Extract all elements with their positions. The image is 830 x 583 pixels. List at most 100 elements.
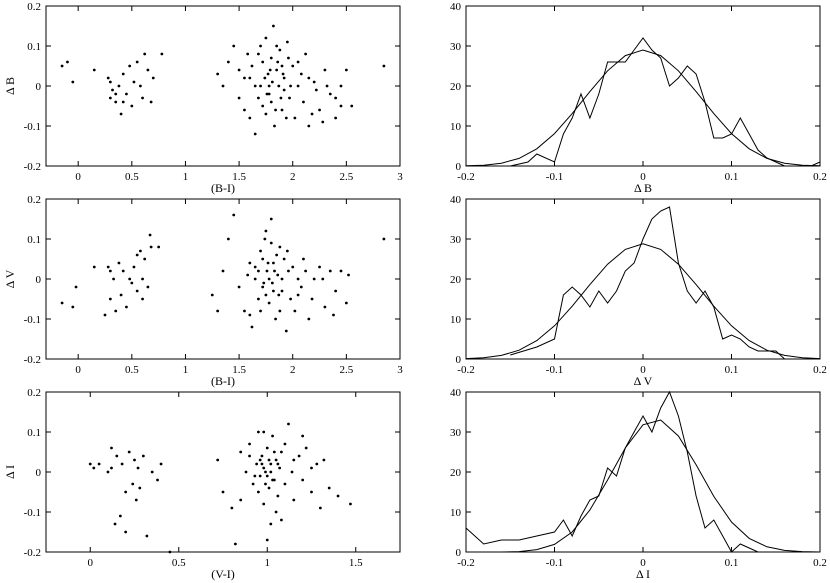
hist-dI-xtick-label-3: 0.1 — [725, 557, 739, 569]
scatter-dV-point-88 — [262, 281, 266, 285]
scatter-dB-point-94 — [243, 108, 246, 112]
scatter-dB-point-17 — [141, 96, 144, 100]
scatter-dB-point-74 — [282, 88, 286, 92]
scatter-dB-xtick-label-4: 2 — [290, 171, 296, 183]
scatter-dI-point-6 — [115, 454, 119, 458]
scatter-dV-point-86 — [332, 313, 335, 317]
scatter-dI-point-18 — [150, 470, 154, 474]
scatter-dB-point-3 — [92, 68, 96, 72]
hist-dI-xtick-label-0: -0.2 — [457, 557, 474, 569]
scatter-dI-point-62 — [265, 474, 269, 478]
scatter-dB-point-2 — [71, 80, 75, 84]
scatter-dB-point-87 — [248, 76, 252, 80]
scatter-dI-point-64 — [260, 462, 264, 466]
scatter-dB-point-85 — [253, 84, 257, 88]
hist-dI-series-0 — [465, 390, 767, 553]
scatter-dV-ytick-label-1: 0.1 — [27, 234, 41, 246]
scatter-dB-point-32 — [248, 116, 252, 120]
scatter-dV-point-44 — [272, 261, 275, 265]
scatter-dB-point-51 — [291, 64, 295, 68]
scatter-dV-point-82 — [296, 293, 300, 297]
scatter-dB-point-73 — [280, 64, 284, 68]
scatter-dI-point-67 — [272, 450, 276, 454]
hist-dI-ytick-label-2: 20 — [450, 467, 462, 479]
scatter-dI-point-26 — [230, 506, 234, 510]
scatter-dI-point-73 — [274, 510, 278, 514]
scatter-dB-point-62 — [334, 116, 338, 120]
scatter-dI-point-48 — [287, 422, 290, 426]
scatter-dI-point-41 — [271, 434, 274, 438]
scatter-dI-point-74 — [248, 454, 251, 458]
scatter-dV-point-34 — [248, 261, 252, 265]
scatter-dI-point-3 — [106, 470, 110, 474]
hist-dV-xtick-label-3: 0.1 — [725, 364, 739, 376]
scatter-dB-point-31 — [243, 76, 246, 80]
scatter-dV-point-1 — [71, 305, 75, 309]
scatter-dB-point-18 — [143, 52, 147, 56]
scatter-dV-point-71 — [261, 257, 265, 261]
scatter-dI-ylabel: Δ I — [3, 465, 17, 479]
hist-dB-xtick-label-4: 0.2 — [813, 171, 827, 183]
scatter-dI-point-60 — [349, 502, 352, 506]
hist-dI-xtick-label-1: -0.1 — [546, 557, 563, 569]
scatter-dI-xtick-label-1: 0.5 — [172, 557, 186, 569]
scatter-dB-point-64 — [344, 68, 348, 72]
scatter-dB-point-39 — [266, 72, 270, 76]
scatter-dV-xtick-label-4: 2 — [290, 364, 296, 376]
scatter-dB-point-16 — [139, 84, 142, 88]
scatter-dB-point-83 — [284, 116, 288, 120]
scatter-dI-point-71 — [276, 462, 280, 466]
hist-dI-xtick-label-2: 0 — [640, 557, 646, 569]
scatter-dB-point-37 — [261, 104, 265, 108]
scatter-dV-point-69 — [259, 309, 262, 313]
scatter-dB-point-89 — [307, 76, 311, 80]
scatter-dV-point-17 — [139, 249, 142, 253]
scatter-dV-point-21 — [148, 233, 152, 237]
scatter-dI-point-11 — [131, 482, 135, 486]
scatter-dV-point-23 — [141, 297, 144, 301]
scatter-dV-point-45 — [274, 317, 277, 321]
scatter-dV-point-37 — [257, 297, 260, 301]
scatter-dB-point-59 — [318, 108, 321, 112]
scatter-dV-point-64 — [339, 269, 343, 273]
scatter-dB-xtick-label-3: 1.5 — [232, 171, 246, 183]
scatter-dV-point-51 — [287, 269, 290, 273]
scatter-dV-point-58 — [307, 317, 311, 321]
hist-dV-series-0 — [510, 206, 785, 360]
hist-dB-ytick-label-3: 10 — [450, 121, 462, 133]
scatter-dV-xtick-label-1: 0.5 — [125, 364, 139, 376]
scatter-dV-point-67 — [382, 237, 386, 241]
scatter-dI-point-47 — [283, 482, 287, 486]
scatter-dB-point-33 — [250, 64, 254, 68]
scatter-dI-point-25 — [221, 490, 225, 494]
scatter-dI-point-19 — [156, 478, 159, 482]
scatter-dB-point-21 — [151, 76, 155, 80]
scatter-dB-point-41 — [269, 56, 273, 60]
scatter-dI-point-75 — [283, 442, 287, 446]
scatter-dI-frame — [45, 391, 401, 553]
scatter-dV-xtick-label-6: 3 — [397, 364, 403, 376]
scatter-dI-xtick-label-0: 0 — [88, 557, 94, 569]
scatter-dI-point-30 — [248, 442, 251, 446]
scatter-dB-point-0 — [66, 60, 69, 64]
scatter-dV-point-33 — [243, 309, 246, 313]
scatter-dV-point-55 — [296, 277, 300, 281]
scatter-dB-point-8 — [117, 84, 121, 88]
scatter-dI-point-14 — [136, 466, 140, 470]
scatter-dI-xtick-label-2: 1 — [265, 557, 271, 569]
scatter-dB-point-98 — [310, 112, 314, 116]
scatter-dI-point-59 — [336, 494, 340, 498]
scatter-dB-point-4 — [106, 76, 110, 80]
scatter-dB-point-95 — [246, 52, 250, 56]
scatter-dI-xtick-label-3: 1.5 — [349, 557, 363, 569]
scatter-dB-point-52 — [293, 116, 297, 120]
scatter-dI-point-54 — [310, 490, 313, 494]
scatter-dB-point-99 — [289, 84, 292, 88]
scatter-dV-point-28 — [216, 309, 220, 313]
scatter-dB-point-81 — [279, 96, 283, 100]
scatter-dV-point-20 — [146, 285, 150, 289]
scatter-dI-ytick-label-0: 0.2 — [27, 387, 41, 399]
